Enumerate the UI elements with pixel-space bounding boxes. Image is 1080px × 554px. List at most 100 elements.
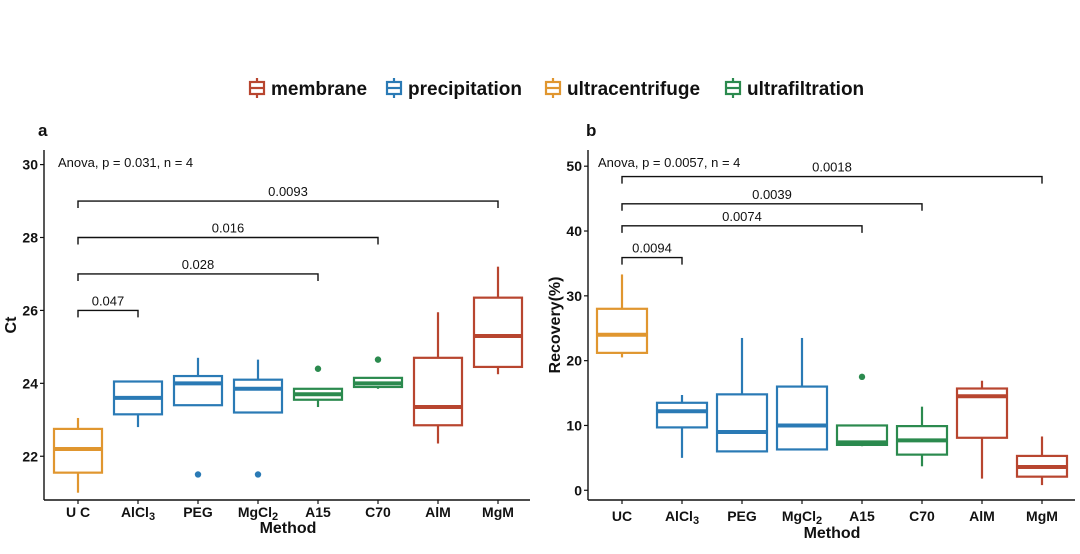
comparison-p-value: 0.0074 (722, 209, 762, 224)
x-tick-label: U C (66, 504, 90, 520)
comparison-bracket (621, 256, 683, 265)
x-tick-label: AlCl3 (665, 508, 699, 527)
comparison-p-value: 0.016 (212, 221, 245, 236)
x-tick-label-main: UC (612, 508, 632, 524)
box-iqr (595, 307, 649, 354)
panel-letter: a (38, 121, 48, 140)
box-MgM (472, 266, 524, 375)
box-C70 (895, 406, 949, 467)
box-MgCl2 (775, 337, 829, 451)
x-tick-label: AlCl3 (121, 504, 155, 523)
x-tick-label: C70 (365, 504, 391, 520)
box-AlM (412, 312, 464, 444)
box-iqr (412, 356, 464, 427)
x-tick-label: C70 (909, 508, 935, 524)
comparison-bracket (621, 203, 923, 211)
comparison-bracket (621, 175, 1043, 184)
anova-annotation: Anova, p = 0.031, n = 4 (58, 155, 193, 170)
comparison-bracket (77, 273, 319, 281)
x-tick-label-main: AlM (425, 504, 451, 520)
comparison-p-value: 0.0039 (752, 187, 792, 202)
x-tick-label: PEG (727, 508, 757, 524)
x-axis-title: Method (260, 520, 317, 537)
outlier-point (858, 373, 866, 381)
box-iqr (835, 424, 889, 447)
x-tick-label-main: PEG (727, 508, 757, 524)
box-MgCl2 (232, 359, 284, 478)
anova-annotation: Anova, p = 0.0057, n = 4 (598, 155, 740, 170)
y-axis-title: Ct (3, 316, 20, 334)
legend-key-ultracentrifuge (544, 78, 562, 98)
x-tick-label: A15 (305, 504, 331, 520)
panel-a: a 22 24 26 28 30 U C AlCl3 PEG MgCl2 A15 C70 AlM MgM M… (3, 121, 530, 537)
x-tick-label-main: A15 (849, 508, 875, 524)
comparison-p-value: 0.0094 (632, 241, 672, 256)
x-tick-label-main: PEG (183, 504, 213, 520)
y-tick-label: 50 (566, 158, 582, 174)
x-tick-label-main: MgCl (238, 504, 272, 520)
outlier-point (374, 356, 382, 363)
y-axis-title: Recovery(%) (547, 277, 564, 374)
y-tick-label: 24 (22, 375, 38, 391)
box-AlCl3 (655, 395, 709, 458)
box-iqr (472, 296, 524, 369)
x-tick-label-subscript: 3 (693, 515, 699, 527)
x-tick-label: PEG (183, 504, 213, 520)
x-tick-label-subscript: 2 (816, 515, 822, 527)
box-AlCl3 (112, 380, 164, 428)
x-tick-label: MgM (482, 504, 514, 520)
y-tick-label: 26 (22, 302, 38, 318)
box-iqr (655, 401, 709, 429)
x-tick-label: A15 (849, 508, 875, 524)
box-iqr (775, 385, 829, 451)
x-tick-label-main: MgCl (782, 508, 816, 524)
box-PEG (172, 357, 224, 478)
x-tick-label-main: U C (66, 504, 90, 520)
comparison-bracket (77, 309, 139, 318)
box-iqr (232, 378, 284, 414)
x-tick-label: MgCl2 (782, 508, 822, 527)
comparison-p-value: 0.0093 (268, 184, 308, 199)
x-tick-label-main: C70 (365, 504, 391, 520)
y-tick-label: 0 (574, 482, 582, 498)
x-tick-label-main: AlCl (665, 508, 693, 524)
outlier-point (254, 471, 262, 478)
box-AlM (955, 380, 1009, 479)
x-tick-label: AlM (425, 504, 451, 520)
legend: membrane precipitation ultracentrifuge ultr… (248, 78, 864, 100)
box-C70 (352, 356, 404, 389)
box-MgM (1015, 436, 1069, 486)
panel-b: b 0 10 20 30 40 50 UC AlCl3 PEG MgCl2 A15 C70 AlM MgM M… (547, 121, 1075, 542)
comparison-bracket (77, 236, 379, 245)
x-tick-label: AlM (969, 508, 995, 524)
panel-letter: b (586, 121, 596, 140)
x-tick-label-subscript: 2 (272, 511, 278, 523)
legend-key-membrane (248, 78, 266, 98)
y-tick-label: 30 (566, 288, 582, 304)
legend-label-precipitation: precipitation (408, 79, 522, 100)
box-U C (52, 417, 104, 493)
y-tick-label: 40 (566, 223, 582, 239)
x-tick-label: MgCl2 (238, 504, 278, 523)
comparison-bracket (77, 200, 499, 209)
comparison-p-value: 0.047 (92, 293, 125, 308)
box-iqr (715, 393, 769, 453)
y-tick-label: 10 (566, 417, 582, 433)
legend-label-ultrafiltration: ultrafiltration (747, 79, 864, 100)
outlier-point (194, 471, 202, 478)
box-A15 (292, 365, 344, 408)
x-tick-label-main: C70 (909, 508, 935, 524)
box-PEG (715, 337, 769, 453)
y-tick-label: 28 (22, 230, 38, 246)
x-tick-label-main: MgM (482, 504, 514, 520)
comparison-bracket (621, 225, 863, 233)
comparison-p-value: 0.0018 (812, 160, 852, 175)
box-iqr (172, 374, 224, 407)
box-UC (595, 274, 649, 358)
box-A15 (835, 373, 889, 447)
x-tick-label: MgM (1026, 508, 1058, 524)
comparison-p-value: 0.028 (182, 257, 215, 272)
x-tick-label-main: MgM (1026, 508, 1058, 524)
x-tick-label-main: A15 (305, 504, 331, 520)
